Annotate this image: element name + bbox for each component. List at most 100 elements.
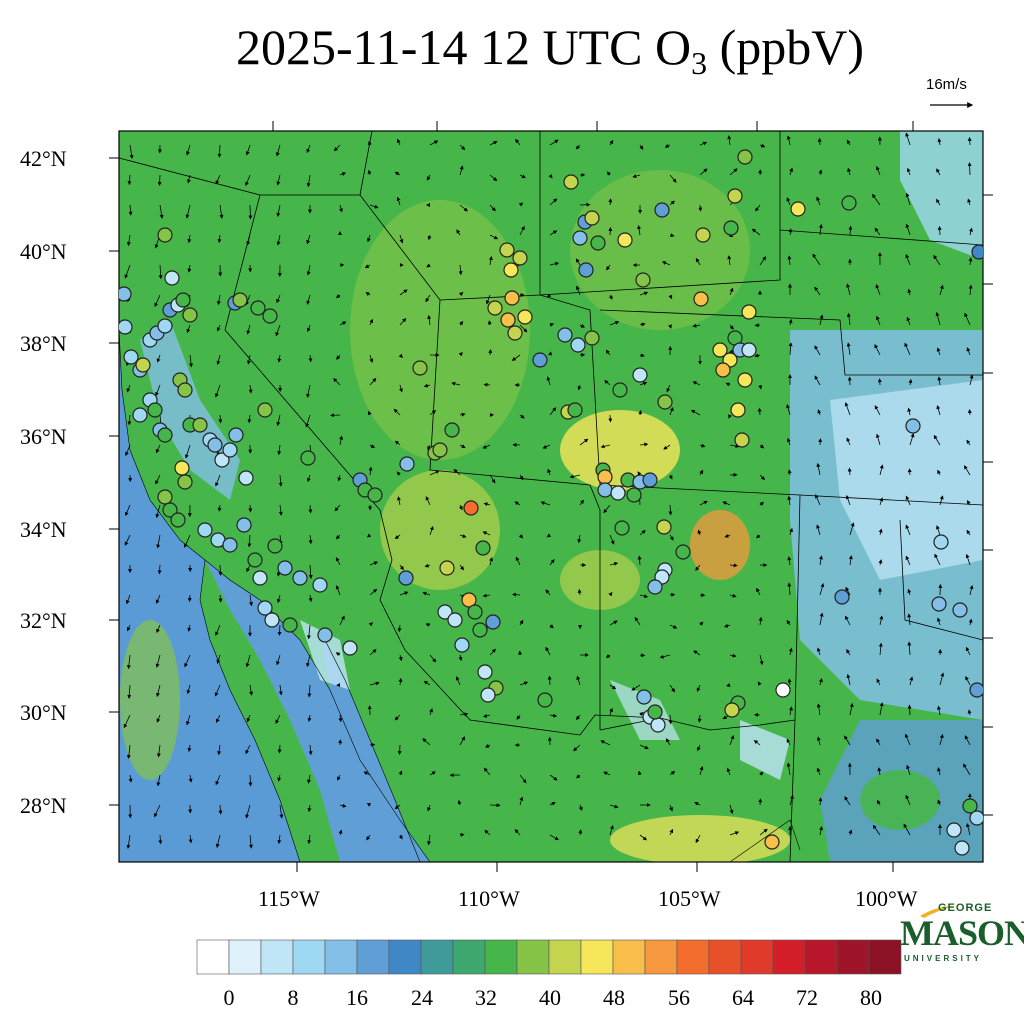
wind-vector [787, 678, 792, 686]
wind-vector [335, 294, 341, 299]
station-marker [162, 502, 178, 518]
station-marker [463, 500, 479, 516]
station-marker [437, 604, 453, 620]
wind-vector [308, 564, 313, 580]
wind-vector [488, 349, 493, 356]
wind-vector [485, 744, 491, 748]
wind-vector [549, 261, 560, 266]
station-marker [971, 244, 983, 260]
wind-vector [429, 140, 439, 146]
wind-vector [659, 654, 671, 659]
station-marker [712, 342, 728, 358]
wind-vector [604, 379, 611, 386]
wind-vector [396, 196, 401, 206]
wind-vector [306, 654, 311, 668]
station-marker [954, 840, 970, 856]
wind-vector [699, 621, 704, 626]
wind-vector [337, 774, 341, 781]
wind-vector [214, 384, 221, 398]
station-marker [636, 689, 652, 705]
wind-vector [158, 264, 163, 280]
wind-vector [125, 594, 131, 605]
wind-vector [542, 444, 551, 449]
wind-vector [306, 624, 311, 640]
wind-vector [816, 647, 821, 656]
wind-vector [487, 320, 492, 326]
wind-vector [905, 132, 911, 146]
station-marker [632, 367, 648, 383]
wind-vector [967, 162, 972, 176]
wind-vector [459, 534, 467, 538]
wind-vector [729, 831, 740, 836]
wind-vector [339, 435, 344, 446]
wind-vector [459, 412, 466, 417]
wind-vector [128, 774, 133, 783]
colorbar-label-8: 8 [287, 985, 299, 1010]
logo-line-george: GEORGE [938, 902, 993, 914]
station-marker [119, 319, 133, 335]
wind-vector [399, 591, 409, 596]
wind-vector [694, 802, 701, 806]
title-main: 2025-11-14 12 UTC O [236, 19, 692, 75]
wind-vector [459, 444, 466, 448]
wind-vector [308, 744, 313, 756]
wind-vector [249, 684, 254, 696]
wind-vector [609, 825, 614, 836]
wind-vector [519, 225, 525, 236]
colorbar-label-16: 16 [346, 985, 368, 1010]
wind-vector [127, 414, 132, 426]
wind-vector [939, 495, 944, 506]
wind-vector [669, 200, 675, 206]
wind-vector [187, 744, 192, 753]
wind-vector [426, 263, 431, 268]
wind-vector [606, 264, 611, 271]
wind-vector [692, 323, 701, 328]
wind-vector [459, 736, 465, 746]
wind-vector [156, 684, 161, 698]
station-marker [723, 220, 739, 236]
wind-vector [600, 444, 611, 449]
wind-vector [334, 504, 341, 512]
wind-vector [699, 141, 708, 146]
wind-vector [819, 583, 825, 596]
wind-vector [846, 312, 851, 326]
wind-vector [608, 294, 613, 300]
wind-vector [276, 414, 281, 427]
wind-vector [729, 734, 735, 746]
wind-vector [127, 174, 132, 186]
station-marker [277, 560, 293, 576]
wind-vector [306, 264, 311, 276]
wind-vector [846, 342, 851, 356]
wind-vector [276, 234, 281, 246]
wind-vector [729, 593, 737, 598]
wind-vector [758, 384, 763, 390]
wind-vector [757, 681, 762, 686]
wind-vector [459, 564, 464, 571]
wind-vector [363, 771, 371, 776]
station-marker [228, 427, 244, 443]
wind-vector [218, 594, 223, 603]
wind-vector [337, 474, 342, 482]
wind-vector [637, 770, 642, 776]
wind-vector [789, 527, 793, 536]
george-mason-logo: GEORGE MASON UNIVERSITY [900, 900, 1024, 970]
wind-vector [786, 619, 791, 626]
station-marker [267, 538, 283, 554]
station-marker [715, 362, 731, 378]
wind-vector [724, 533, 731, 538]
station-marker [447, 612, 463, 628]
station-marker [647, 704, 663, 720]
wind-vector [519, 174, 526, 179]
wind-vector [668, 294, 673, 300]
wind-vector [155, 444, 161, 454]
wind-vector [459, 291, 464, 296]
station-marker [503, 262, 519, 278]
wind-vector [814, 345, 821, 356]
wind-vector [519, 474, 524, 481]
wind-vector [874, 405, 881, 416]
station-marker [432, 442, 448, 458]
colorbar-swatch [388, 939, 422, 975]
wind-vector [729, 804, 734, 815]
wind-vector [307, 804, 312, 813]
colorbar-swatch [868, 939, 902, 975]
